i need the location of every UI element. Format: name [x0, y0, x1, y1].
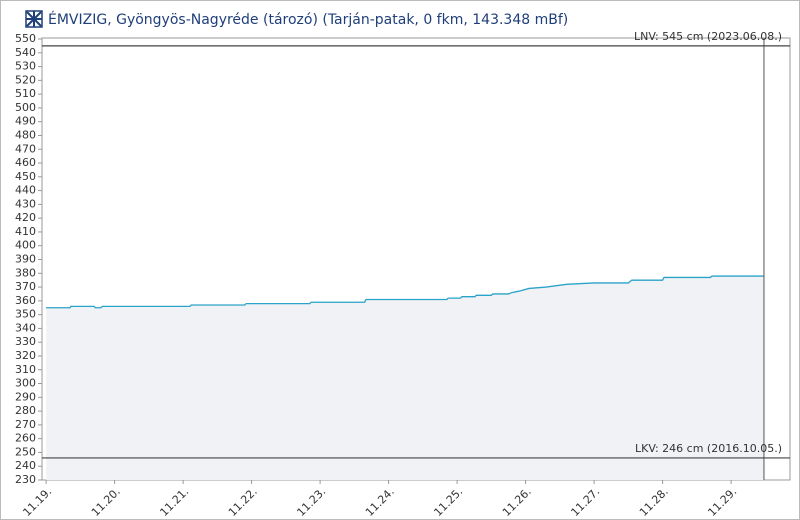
y-tick-label: 360	[15, 294, 36, 307]
y-tick-label: 290	[15, 390, 36, 403]
y-tick-label: 270	[15, 418, 36, 431]
y-tick-label: 440	[15, 184, 36, 197]
y-tick-label: 400	[15, 239, 36, 252]
y-tick-label: 530	[15, 60, 36, 73]
y-tick-label: 410	[15, 225, 36, 238]
logo	[25, 10, 43, 28]
y-tick-label: 340	[15, 321, 36, 334]
y-tick-label: 330	[15, 335, 36, 348]
y-tick-label: 260	[15, 432, 36, 445]
y-tick-label: 380	[15, 266, 36, 279]
y-tick-label: 540	[15, 46, 36, 59]
y-tick-label: 420	[15, 211, 36, 224]
reference-label: LNV: 545 cm (2023.06.08.)	[634, 30, 782, 43]
y-tick-label: 230	[15, 473, 36, 486]
reference-label: LKV: 246 cm (2016.10.05.)	[635, 442, 782, 455]
y-tick-label: 470	[15, 142, 36, 155]
y-tick-label: 300	[15, 377, 36, 390]
y-tick-label: 460	[15, 156, 36, 169]
chart-title: ÉMVIZIG, Gyöngyös-Nagyréde (tározó) (Tar…	[48, 11, 568, 28]
y-tick-label: 350	[15, 308, 36, 321]
y-tick-label: 490	[15, 115, 36, 128]
y-tick-label: 240	[15, 459, 36, 472]
area	[46, 276, 764, 480]
line	[46, 275, 764, 309]
y-tick-label: 390	[15, 253, 36, 266]
y-tick-label: 510	[15, 87, 36, 100]
y-tick-label: 370	[15, 280, 36, 293]
y-tick-label: 450	[15, 170, 36, 183]
y-tick-label: 550	[15, 32, 36, 45]
y-tick-label: 310	[15, 363, 36, 376]
y-tick-label: 250	[15, 445, 36, 458]
y-tick-label: 320	[15, 349, 36, 362]
y-tick-label: 500	[15, 101, 36, 114]
y-tick-label: 480	[15, 128, 36, 141]
y-tick-label: 280	[15, 404, 36, 417]
y-tick-label: 430	[15, 197, 36, 210]
y-tick-label: 520	[15, 73, 36, 86]
